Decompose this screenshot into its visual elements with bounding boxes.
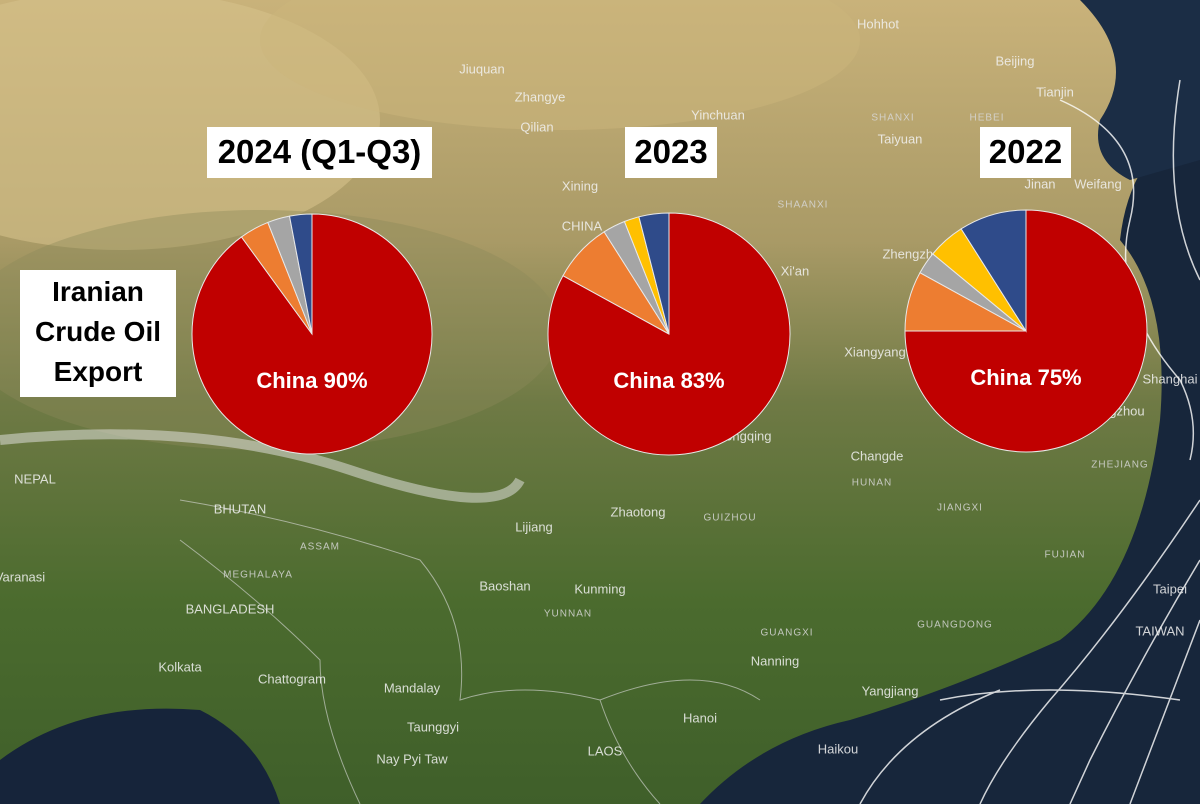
map-label: Tianjin xyxy=(1036,84,1074,99)
sea xyxy=(0,708,280,804)
sea xyxy=(700,120,1200,804)
map-label: BHUTAN xyxy=(214,501,266,516)
map-label: MEGHALAYA xyxy=(223,570,293,581)
map-label: Taipei xyxy=(1153,581,1187,596)
map-label: Xining xyxy=(562,178,598,193)
map-label: ZHEJIANG xyxy=(1091,460,1148,471)
map-label: Zhangye xyxy=(515,89,566,104)
map-label: FUJIAN xyxy=(1045,550,1086,561)
map-label: CHINA xyxy=(562,218,603,233)
pie-label: China 90% xyxy=(256,368,367,393)
map-labels: Hohhot Beijing Tianjin Jiuquan Zhangye Qilian… xyxy=(0,16,1198,766)
map-label: SHAANXI xyxy=(778,200,829,211)
map-label: Taiyuan xyxy=(878,131,923,146)
map-label: Taunggyi xyxy=(407,719,459,734)
pie-label: China 83% xyxy=(613,368,724,393)
map-label: Yinchuan xyxy=(691,107,745,122)
map-label: Zhaotong xyxy=(611,504,666,519)
map-label: Varanasi xyxy=(0,569,45,584)
map-label: NEPAL xyxy=(14,471,56,486)
map-label: GUANGXI xyxy=(760,628,813,639)
map-label: Mandalay xyxy=(384,680,441,695)
chart-title: 2023 xyxy=(625,127,717,178)
charts: China 90% China 83% China 75% xyxy=(191,209,1148,456)
borders xyxy=(179,499,761,804)
map-label: Hanoi xyxy=(683,710,717,725)
map-label: Changde xyxy=(851,448,904,463)
pie-slice xyxy=(288,213,313,335)
map-label: Kolkata xyxy=(158,659,202,674)
map-label: Xi'an xyxy=(781,263,810,278)
map-label: Nay Pyi Taw xyxy=(376,751,448,766)
map-label: SHANXI xyxy=(871,113,914,124)
map-label: Nanning xyxy=(751,653,799,668)
chart-title: 2022 xyxy=(980,127,1071,178)
map-label: Shanghai xyxy=(1143,371,1198,386)
map-label: YUNNAN xyxy=(544,609,592,620)
map-label: Baoshan xyxy=(479,578,530,593)
map-label: Xiangyang xyxy=(844,344,905,359)
sea xyxy=(1080,0,1200,180)
map-label: Kunming xyxy=(574,581,625,596)
map-label: Haikou xyxy=(818,741,858,756)
map-label: TAIWAN xyxy=(1135,623,1184,638)
map-label: Qilian xyxy=(520,119,553,134)
snow-ridge xyxy=(0,429,525,503)
map-label: Hohhot xyxy=(857,16,899,31)
map-label: Jinan xyxy=(1024,176,1055,191)
map-label: Yangjiang xyxy=(862,683,919,698)
map-label: HEBEI xyxy=(969,113,1004,124)
map-label: JIANGXI xyxy=(937,503,983,514)
chart-label: Iranian Crude Oil Export xyxy=(20,270,176,397)
map-label: HUNAN xyxy=(852,478,893,489)
map-label: Weifang xyxy=(1074,176,1121,191)
pie-label: China 75% xyxy=(970,365,1081,390)
map-label: ASSAM xyxy=(300,542,340,553)
map-label: GUIZHOU xyxy=(703,513,756,524)
map-label: Jiuquan xyxy=(459,61,505,76)
map-label: LAOS xyxy=(588,743,623,758)
pie-slice xyxy=(638,212,670,335)
desert xyxy=(260,0,860,130)
map-label: Lijiang xyxy=(515,519,553,534)
map-label: BANGLADESH xyxy=(186,601,275,616)
map-label: Chattogram xyxy=(258,671,326,686)
map-label: Beijing xyxy=(995,53,1034,68)
pie-slice xyxy=(960,209,1027,333)
map-label: GUANGDONG xyxy=(917,620,993,631)
chart-title: 2024 (Q1-Q3) xyxy=(207,127,432,178)
